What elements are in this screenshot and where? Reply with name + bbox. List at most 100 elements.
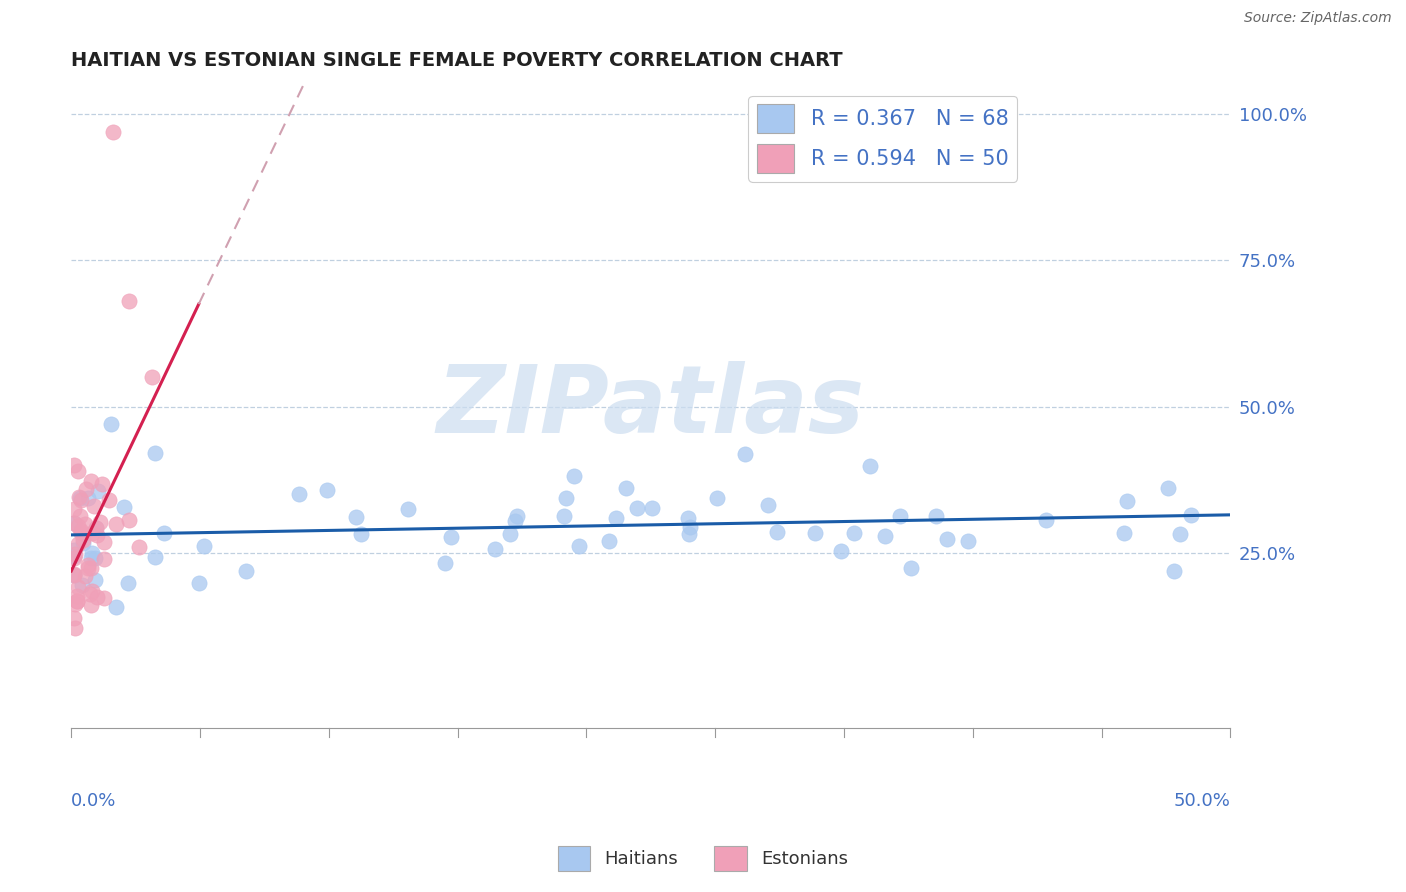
Point bbox=[90, 476, 112, 491]
Point bbox=[626, 500, 648, 515]
Point bbox=[100, 417, 122, 431]
Point bbox=[756, 498, 779, 512]
Point bbox=[235, 564, 257, 578]
Point bbox=[98, 492, 121, 507]
Point bbox=[63, 568, 86, 582]
Point bbox=[79, 587, 101, 601]
Point bbox=[67, 491, 90, 505]
Point bbox=[396, 501, 419, 516]
Point bbox=[63, 621, 86, 635]
Point bbox=[506, 508, 529, 523]
Point bbox=[70, 578, 93, 592]
Point bbox=[554, 491, 576, 505]
Point bbox=[66, 464, 89, 478]
Point bbox=[62, 549, 84, 563]
Point bbox=[553, 509, 575, 524]
Point bbox=[93, 535, 115, 549]
Point bbox=[344, 510, 367, 524]
Point bbox=[66, 594, 89, 608]
Point bbox=[62, 566, 84, 581]
Point bbox=[62, 516, 84, 530]
Point bbox=[86, 527, 108, 541]
Point bbox=[62, 551, 84, 566]
Point bbox=[859, 459, 882, 474]
Point bbox=[66, 594, 89, 608]
Point bbox=[614, 481, 637, 495]
Point bbox=[77, 491, 100, 505]
Point bbox=[117, 576, 139, 591]
Point bbox=[288, 487, 311, 501]
Point bbox=[63, 502, 86, 516]
Point bbox=[678, 511, 700, 525]
Point bbox=[65, 597, 87, 611]
Point bbox=[1112, 526, 1135, 541]
Point bbox=[889, 508, 911, 523]
Point bbox=[63, 567, 86, 582]
Point bbox=[80, 551, 103, 566]
Point bbox=[316, 483, 339, 497]
Point bbox=[101, 125, 124, 139]
Point bbox=[112, 500, 135, 514]
Point bbox=[84, 521, 107, 535]
Point bbox=[63, 542, 86, 557]
Point bbox=[844, 525, 866, 540]
Point bbox=[86, 590, 108, 604]
Point bbox=[734, 447, 756, 461]
Point bbox=[69, 491, 91, 505]
Point bbox=[350, 526, 373, 541]
Point bbox=[93, 591, 115, 605]
Point bbox=[104, 599, 127, 614]
Point bbox=[77, 560, 100, 574]
Point bbox=[804, 526, 827, 541]
Point bbox=[80, 583, 103, 598]
Point bbox=[598, 534, 620, 549]
Point bbox=[62, 610, 84, 624]
Point bbox=[72, 533, 94, 547]
Point bbox=[503, 514, 526, 528]
Point bbox=[830, 544, 852, 558]
Point bbox=[679, 520, 702, 534]
Point bbox=[678, 527, 700, 541]
Point bbox=[83, 499, 105, 513]
Point bbox=[84, 551, 107, 566]
Text: Source: ZipAtlas.com: Source: ZipAtlas.com bbox=[1244, 11, 1392, 25]
Point bbox=[1168, 527, 1191, 541]
Point bbox=[118, 294, 141, 309]
Point bbox=[69, 508, 91, 523]
Point bbox=[72, 536, 94, 550]
Point bbox=[80, 598, 103, 612]
Point bbox=[956, 534, 979, 549]
Point bbox=[77, 558, 100, 573]
Point bbox=[935, 533, 957, 547]
Point bbox=[153, 526, 176, 541]
Point bbox=[70, 524, 93, 538]
Point bbox=[118, 512, 141, 526]
Point bbox=[706, 491, 728, 506]
Point bbox=[80, 525, 103, 540]
Legend: R = 0.367   N = 68, R = 0.594   N = 50: R = 0.367 N = 68, R = 0.594 N = 50 bbox=[748, 95, 1017, 182]
Point bbox=[1157, 482, 1180, 496]
Point bbox=[65, 589, 87, 603]
Point bbox=[93, 551, 115, 566]
Point bbox=[1163, 564, 1185, 578]
Point bbox=[1035, 513, 1057, 527]
Point bbox=[875, 529, 897, 543]
Point bbox=[67, 537, 90, 551]
Point bbox=[765, 524, 787, 539]
Point bbox=[484, 542, 506, 557]
Point bbox=[1116, 494, 1139, 508]
Point bbox=[63, 547, 86, 561]
Point bbox=[141, 370, 163, 384]
Point bbox=[143, 446, 166, 460]
Point bbox=[80, 561, 103, 575]
Point bbox=[87, 484, 110, 499]
Point bbox=[66, 519, 89, 533]
Point bbox=[143, 549, 166, 564]
Point bbox=[193, 539, 215, 553]
Legend: Haitians, Estonians: Haitians, Estonians bbox=[550, 838, 856, 879]
Point bbox=[62, 516, 84, 530]
Point bbox=[440, 530, 463, 544]
Point bbox=[105, 516, 128, 531]
Point bbox=[73, 516, 96, 531]
Point bbox=[562, 469, 585, 483]
